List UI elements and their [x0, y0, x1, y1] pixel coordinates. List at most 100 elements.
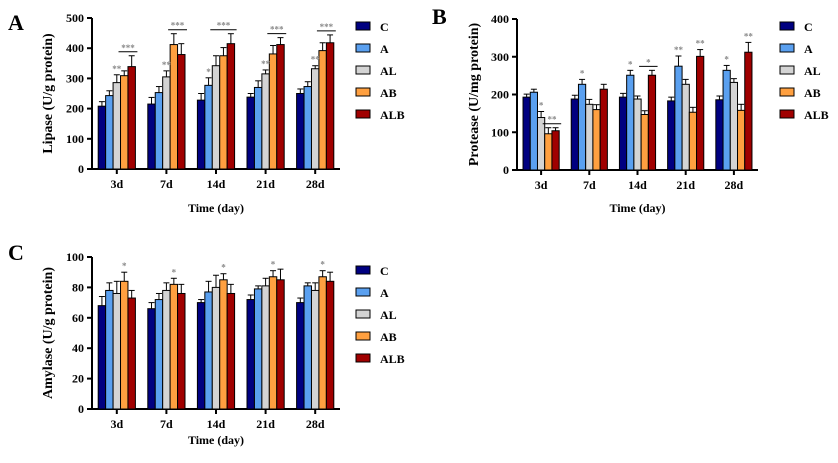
legend-swatch-c: [779, 21, 795, 31]
x-tick-label: 7d: [160, 177, 173, 191]
bar-ab-14d: [640, 114, 649, 171]
legend-swatch-ab: [355, 331, 371, 341]
significance-marker: *: [628, 59, 633, 69]
significance-marker: **: [112, 64, 122, 74]
x-tick-label: 28d: [306, 417, 325, 431]
y-tick-label: 0: [503, 163, 509, 177]
x-tick-label: 21d: [256, 177, 275, 191]
x-tick-label: 3d: [535, 178, 548, 192]
panel-label: C: [8, 240, 24, 265]
bar-alb-3d: [127, 297, 136, 410]
significance-marker: *: [172, 267, 177, 277]
legend-label-ab: AB: [380, 86, 397, 100]
bar-ab-28d: [318, 50, 327, 170]
bar-a-3d: [105, 289, 114, 410]
significance-marker: *: [221, 263, 226, 273]
bar-a-7d: [154, 92, 164, 170]
x-tick-label: 14d: [207, 417, 226, 431]
bar-c-7d: [147, 308, 156, 410]
y-tick-label: 20: [72, 372, 84, 386]
legend-label-alb: ALB: [380, 352, 405, 366]
x-axis-label: Time (day): [188, 201, 244, 215]
legend-label-ab: AB: [804, 86, 821, 100]
bar-ab-3d: [544, 133, 553, 171]
bar-c-3d: [522, 96, 531, 171]
legend-swatch-ab: [779, 87, 795, 97]
significance-marker: ***: [320, 22, 334, 32]
bar-ab-21d: [268, 53, 278, 170]
bar-alb-28d: [744, 51, 753, 171]
bar-alb-28d: [325, 42, 335, 170]
bar-alb-21d: [696, 55, 705, 171]
x-tick-label: 14d: [207, 177, 226, 191]
bar-c-28d: [715, 99, 724, 171]
x-axis-label: Time (day): [609, 201, 665, 215]
legend-swatch-al: [355, 309, 371, 319]
x-tick-label: 28d: [306, 177, 325, 191]
significance-marker: **: [311, 55, 321, 65]
significance-marker: **: [744, 31, 754, 41]
y-tick-label: 40: [72, 341, 84, 355]
significance-marker: *: [206, 67, 211, 77]
panel-label: B: [432, 4, 447, 29]
bar-al-14d: [211, 65, 221, 170]
significance-marker: *: [646, 57, 651, 67]
bar-c-14d: [196, 302, 206, 410]
x-tick-label: 14d: [628, 178, 647, 192]
bar-alb-14d: [647, 74, 657, 171]
x-tick-label: 21d: [676, 178, 695, 192]
bar-alb-7d: [177, 292, 186, 410]
significance-marker: ***: [217, 21, 231, 31]
significance-marker: *: [122, 261, 127, 271]
y-tick-label: 200: [66, 102, 84, 116]
bar-al-21d: [681, 83, 690, 171]
significance-marker: *: [320, 260, 325, 270]
bar-al-28d: [729, 81, 739, 171]
y-tick-label: 100: [491, 125, 509, 139]
y-tick-label: 100: [66, 132, 84, 146]
bar-ab-28d: [737, 109, 746, 171]
y-tick-label: 300: [491, 50, 509, 64]
panel-label: A: [8, 10, 24, 35]
bar-al-7d: [162, 76, 171, 170]
significance-marker: *: [580, 68, 585, 78]
bar-c-7d: [147, 103, 156, 170]
bar-ab-14d: [219, 55, 228, 170]
bar-al-7d: [585, 103, 594, 171]
y-tick-label: 80: [72, 280, 84, 294]
y-tick-label: 0: [78, 402, 84, 416]
x-tick-label: 3d: [110, 177, 123, 191]
legend-swatch-al: [355, 65, 371, 75]
bar-al-21d: [261, 285, 270, 410]
bar-a-28d: [303, 285, 312, 410]
significance-marker: *: [539, 100, 544, 110]
bar-c-7d: [570, 98, 579, 171]
bar-ab-21d: [268, 276, 278, 410]
bar-ab-3d: [120, 280, 129, 410]
legend-label-al: AL: [380, 308, 397, 322]
bar-al-21d: [261, 73, 270, 170]
chart-panel-c: C 0 20 40 60 80 100 Amylase (U/g protein) Time (…: [8, 240, 405, 447]
bar-ab-21d: [688, 111, 698, 171]
x-tick-label: 3d: [110, 417, 123, 431]
bar-al-14d: [211, 286, 221, 410]
bar-c-14d: [618, 96, 628, 171]
y-tick-label: 0: [78, 162, 84, 176]
bar-a-28d: [303, 86, 312, 170]
bar-alb-28d: [325, 280, 335, 410]
bar-ab-7d: [592, 109, 601, 171]
significance-marker: *: [271, 260, 276, 270]
bar-a-14d: [626, 74, 635, 171]
significance-marker: **: [674, 45, 684, 55]
bar-al-14d: [633, 98, 642, 171]
significance-marker: **: [696, 39, 706, 49]
legend-label-ab: AB: [380, 330, 397, 344]
bar-a-14d: [204, 291, 213, 410]
legend-swatch-alb: [779, 109, 795, 119]
significance-marker: ***: [270, 25, 284, 35]
bar-ab-7d: [169, 283, 179, 410]
bar-a-7d: [154, 299, 164, 410]
bar-alb-14d: [226, 43, 236, 170]
bar-a-7d: [577, 83, 587, 171]
